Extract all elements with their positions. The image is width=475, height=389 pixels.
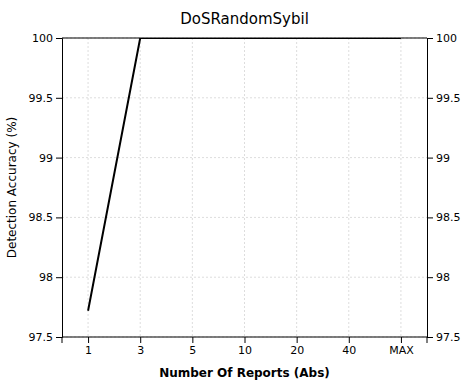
tick-label: MAX <box>389 344 414 357</box>
tick: 100 <box>32 32 62 45</box>
tick-label: 97.5 <box>29 331 54 344</box>
tick-label: 98.5 <box>436 211 461 224</box>
grid-line <box>192 38 193 337</box>
tick-mark <box>427 277 433 278</box>
tick: 98 <box>427 271 450 284</box>
grid-line <box>62 217 427 218</box>
tick-mark <box>140 337 141 343</box>
tick-label: 100 <box>436 32 457 45</box>
tick-label: 98.5 <box>29 211 54 224</box>
tick: 98 <box>39 271 62 284</box>
axis-line <box>428 39 434 338</box>
tick: 99 <box>39 152 62 165</box>
tick: 40 <box>342 337 356 357</box>
title: DoSRandomSybil <box>180 10 309 28</box>
grid-line <box>348 38 349 337</box>
tick-label: 99 <box>436 152 450 165</box>
tick-mark <box>56 337 62 338</box>
tick-label: 40 <box>342 344 356 357</box>
tick-label: 98 <box>39 271 53 284</box>
tick: 3 <box>137 337 144 357</box>
tick-label: 100 <box>32 32 53 45</box>
tick-label: 97.5 <box>436 331 461 344</box>
grid-line <box>400 38 401 337</box>
tick: 98.5 <box>427 211 461 224</box>
tick: 97.5 <box>427 331 461 344</box>
tick-mark <box>349 337 350 343</box>
tick-label: 3 <box>137 344 144 357</box>
tick-label: 99.5 <box>436 92 461 105</box>
tick-label: 20 <box>290 344 304 357</box>
grid-line <box>140 38 141 337</box>
y2-axis: 97.5 98 98.5 99 99.5 100 <box>427 32 461 344</box>
marks <box>88 38 401 311</box>
chart: 1 3 5 10 20 40 MAX 97.5 98 98.5 99 99.5 100 97.5 98 98.… <box>0 0 475 389</box>
tick-mark <box>427 38 433 39</box>
tick-mark <box>88 337 89 343</box>
tick-label: 1 <box>85 344 92 357</box>
tick: 5 <box>189 337 196 357</box>
x-axis: 1 3 5 10 20 40 MAX <box>62 337 427 357</box>
tick: 99.5 <box>29 92 63 105</box>
grid <box>62 38 427 337</box>
y-label: Detection Accuracy (%) <box>5 117 19 258</box>
tick-label: 99 <box>39 152 53 165</box>
axis-line <box>56 39 63 338</box>
x-label: Number Of Reports (Abs) <box>159 366 330 380</box>
tick-mark <box>56 38 62 39</box>
tick-mark <box>427 217 433 218</box>
tick-mark <box>56 158 62 159</box>
line <box>88 38 401 311</box>
tick: 99.5 <box>427 92 461 105</box>
plot: 1 3 5 10 20 40 MAX 97.5 98 98.5 99 99.5 100 97.5 98 98.… <box>29 32 461 357</box>
tick-label: 98 <box>436 271 450 284</box>
tick-mark <box>56 217 62 218</box>
tick-label: 10 <box>238 344 252 357</box>
tick-label: 99.5 <box>29 92 54 105</box>
tick: 20 <box>290 337 304 357</box>
grid-line <box>62 277 427 278</box>
tick-mark <box>297 337 298 343</box>
y-axis: 97.5 98 98.5 99 99.5 100 <box>29 32 63 344</box>
tick-mark <box>56 277 62 278</box>
tick-mark <box>401 337 402 343</box>
tick: 10 <box>238 337 252 357</box>
grid-line <box>296 38 297 337</box>
axis-line <box>62 337 427 343</box>
tick: 100 <box>427 32 457 45</box>
tick-mark <box>56 98 62 99</box>
tick-mark <box>245 337 246 343</box>
tick-mark <box>192 337 193 343</box>
grid-line <box>88 38 89 337</box>
tick: 98.5 <box>29 211 63 224</box>
tick-mark <box>427 98 433 99</box>
tick: MAX <box>389 337 414 357</box>
tick: 99 <box>427 152 450 165</box>
tick-label: 5 <box>189 344 196 357</box>
tick: 1 <box>85 337 92 357</box>
tick-mark <box>427 158 433 159</box>
tick: 97.5 <box>29 331 63 344</box>
grid-line <box>244 38 245 337</box>
tick-mark <box>427 337 433 338</box>
